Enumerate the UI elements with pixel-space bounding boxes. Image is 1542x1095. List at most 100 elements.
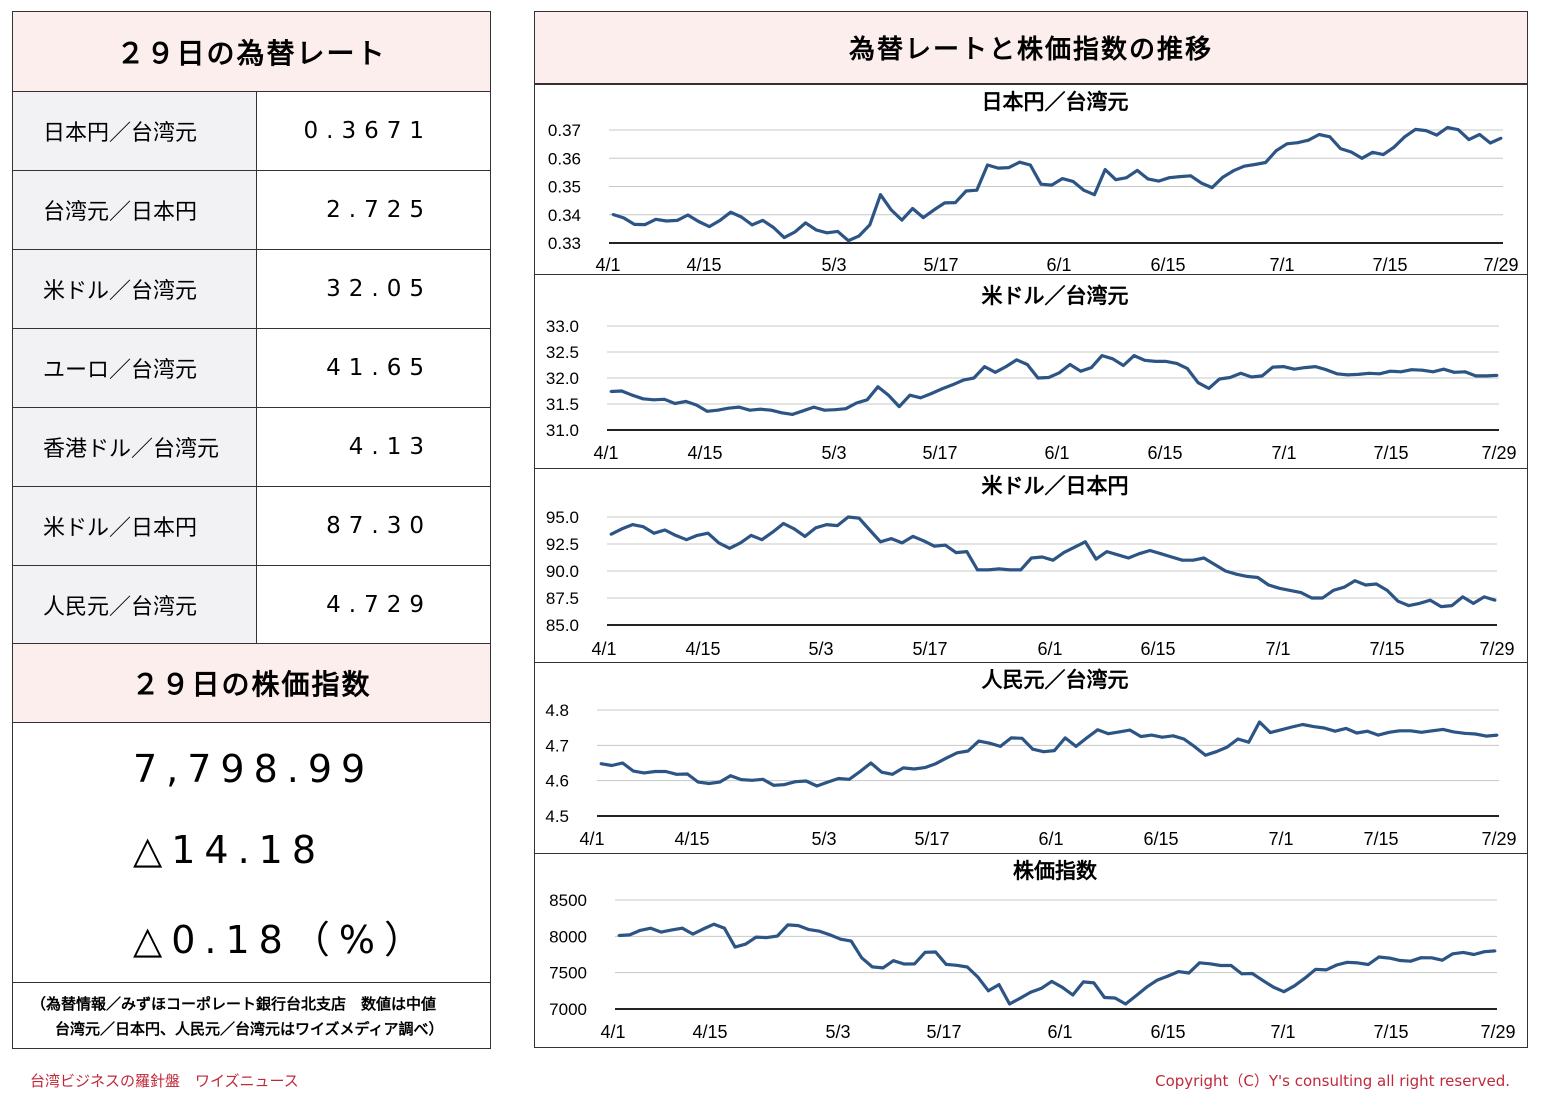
y-tick-label: 31.5 [546, 395, 579, 414]
data-point [1200, 181, 1203, 185]
x-tick-label: 5/17 [914, 829, 949, 849]
data-point [665, 219, 668, 223]
data-point [1420, 368, 1424, 372]
data-point [1385, 589, 1389, 592]
data-point [1182, 737, 1186, 741]
data-point [1159, 552, 1163, 556]
data-point [815, 784, 819, 788]
data-point [839, 937, 842, 941]
rate-row: 米ドル／日本円 87.30 [13, 487, 490, 566]
data-point [1157, 179, 1160, 183]
data-point [759, 407, 762, 411]
data-point [801, 409, 805, 413]
data-point [1015, 358, 1018, 362]
data-point [964, 189, 968, 193]
data-point [792, 527, 796, 531]
data-point [1094, 557, 1098, 561]
data-point [934, 950, 937, 954]
y-tick-label: 85.0 [546, 616, 579, 635]
data-point [1229, 964, 1233, 967]
data-point [996, 166, 1000, 170]
data-point [803, 535, 807, 538]
x-tick-label: 7/15 [1363, 829, 1398, 849]
data-point [1441, 728, 1445, 731]
data-point [1071, 180, 1075, 183]
data-point [987, 989, 990, 993]
stock-title: ２９日の株価指数 [13, 643, 490, 723]
data-point [1261, 979, 1265, 982]
rate-value: 32.05 [326, 276, 432, 302]
data-point [1164, 360, 1168, 363]
x-tick-label: 4/15 [685, 639, 720, 659]
series-line [618, 922, 1496, 1006]
data-point [844, 407, 848, 411]
x-tick-label: 6/1 [1046, 255, 1071, 275]
data-point [1050, 183, 1054, 187]
x-tick-label: 4/1 [595, 255, 620, 275]
data-point [697, 220, 700, 223]
y-tick-label: 95.0 [546, 508, 579, 527]
data-point [782, 522, 785, 525]
data-point [1474, 732, 1477, 736]
stock-change-percent: △0.18（%） [133, 918, 431, 962]
data-point [932, 208, 936, 212]
data-point [1314, 365, 1317, 368]
data-point [610, 764, 614, 767]
data-point [1339, 147, 1342, 150]
rate-label: ユーロ／台湾元 [13, 329, 257, 407]
data-point [1051, 558, 1055, 562]
data-point [740, 215, 743, 219]
data-point [664, 770, 668, 773]
data-point [1488, 141, 1492, 145]
data-point [1042, 750, 1045, 754]
line-chart: 株価指数 8500 8000 7500 7000 4/1 4/15 5/3 5/17 6/1 6/1… [549, 859, 1515, 1042]
data-point [1187, 971, 1191, 975]
chart-title: 日本円／台湾元 [982, 90, 1129, 114]
data-point [1117, 730, 1121, 734]
data-point [1160, 735, 1164, 739]
data-point [1234, 572, 1238, 576]
data-point [1324, 368, 1328, 372]
data-point [1107, 732, 1110, 736]
data-point [1452, 370, 1456, 374]
data-point [1414, 128, 1417, 131]
data-point [955, 751, 959, 755]
data-point [1132, 354, 1136, 357]
data-point [1321, 596, 1324, 600]
data-point [868, 528, 872, 532]
data-point [857, 234, 861, 238]
data-point [940, 387, 944, 391]
data-point [1493, 598, 1497, 602]
data-point [849, 939, 853, 943]
data-point [858, 770, 862, 773]
chart-panel: 株価指数 8500 8000 7500 7000 4/1 4/15 5/3 5/17 6/1 6/1… [535, 853, 1527, 1049]
data-point [1124, 1002, 1127, 1006]
data-point [620, 527, 624, 531]
data-point [1062, 551, 1066, 554]
y-tick-label: 0.34 [548, 206, 581, 225]
data-point [929, 392, 933, 395]
data-point [702, 927, 705, 931]
footer-copyright: Copyright（C）Y's consulting all right res… [1155, 1072, 1510, 1090]
data-point [723, 926, 726, 930]
data-point [892, 959, 895, 963]
line-chart: 米ドル／日本円 95.0 92.5 90.0 87.5 85.0 4/1 4/15 5/3 5/1… [546, 474, 1515, 659]
chart-title: 米ドル／台湾元 [982, 284, 1129, 308]
data-point [1456, 128, 1460, 132]
data-point [1186, 367, 1189, 370]
data-point [1378, 372, 1381, 376]
data-point [902, 962, 906, 966]
data-point [718, 219, 722, 222]
data-point [1202, 556, 1206, 560]
data-point [654, 217, 658, 221]
data-point [1139, 735, 1143, 738]
data-point [729, 774, 732, 778]
data-point [1439, 605, 1443, 608]
data-point [1461, 595, 1465, 599]
rate-value: 4.13 [348, 434, 432, 460]
source-note: （為替情報／みずほコーポレート銀行台北支店 数値は中値 台湾元／日本円、人民元／… [13, 982, 490, 1048]
data-point [993, 370, 997, 374]
x-tick-label: 4/1 [593, 443, 618, 463]
data-point [1303, 976, 1307, 980]
data-point [1431, 370, 1435, 374]
